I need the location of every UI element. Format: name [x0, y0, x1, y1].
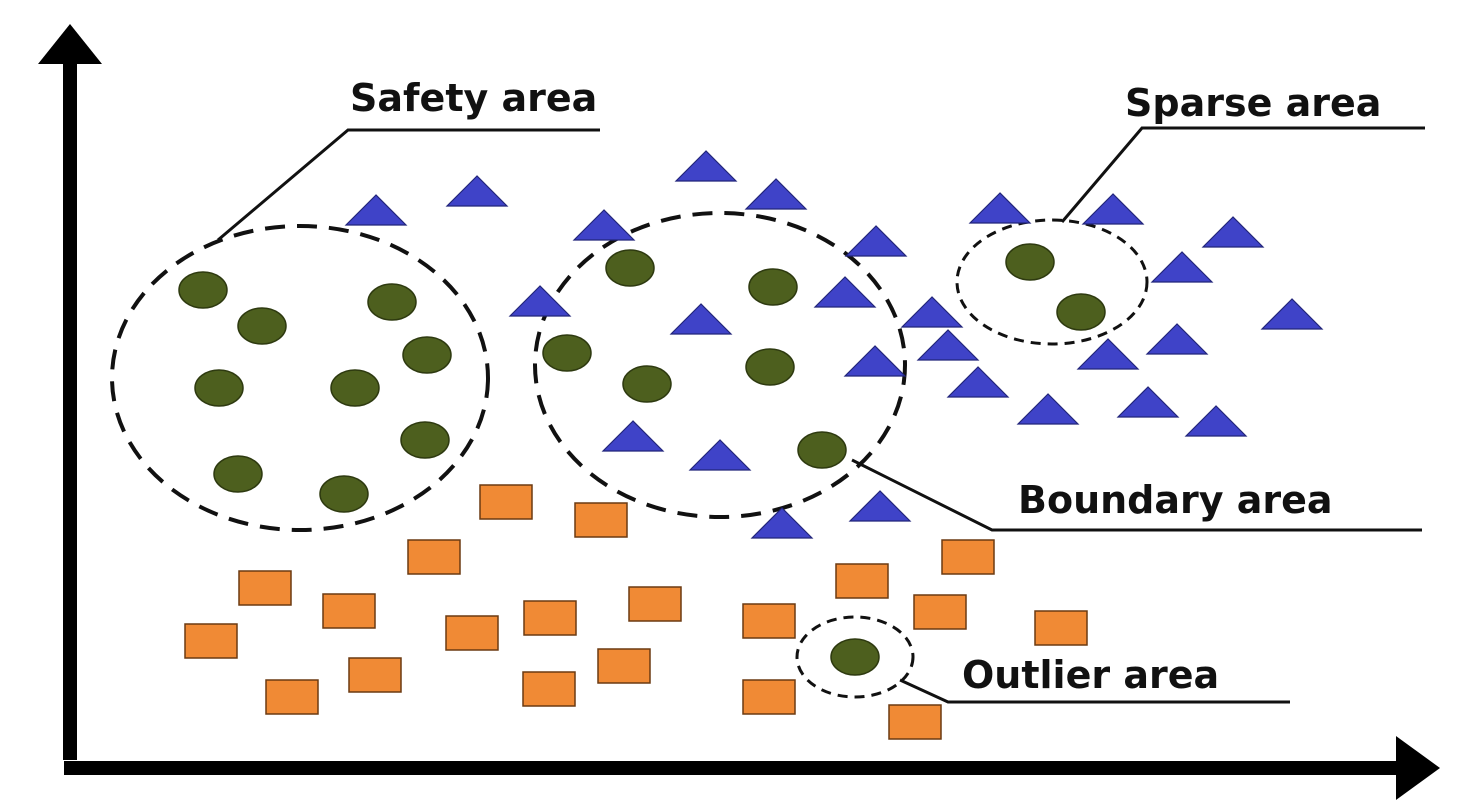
blue-triangle-points: [344, 150, 1324, 539]
blue-triangle-point: [1116, 386, 1180, 418]
blue-triangle-point: [843, 345, 907, 377]
green-circle-point: [213, 455, 263, 493]
blue-triangle-point: [946, 366, 1010, 398]
blue-triangle-point: [508, 285, 572, 317]
green-circle-point: [330, 369, 380, 407]
orange-square-point: [835, 563, 889, 599]
orange-square-point: [184, 623, 238, 659]
blue-triangle-point: [1016, 393, 1080, 425]
orange-square-point: [322, 593, 376, 629]
green-circle-point: [1005, 243, 1055, 281]
green-circle-point: [748, 268, 798, 306]
sparse-area-region: [955, 218, 1149, 346]
area-labels: Safety area Sparse area Boundary area Ou…: [350, 76, 1381, 697]
outlier-area-region: [795, 615, 915, 699]
blue-triangle-point: [445, 175, 509, 207]
green-circle-point: [622, 365, 672, 403]
green-circle-point: [745, 348, 795, 386]
sparse-area-label: Sparse area: [1125, 81, 1381, 125]
orange-square-point: [523, 600, 577, 636]
green-circle-point: [367, 283, 417, 321]
sparse-leader: [1060, 126, 1425, 223]
orange-square-point: [597, 648, 651, 684]
blue-triangle-point: [572, 209, 636, 241]
orange-square-point: [348, 657, 402, 693]
blue-triangle-point: [344, 194, 408, 226]
blue-triangle-point: [1150, 251, 1214, 283]
safety-area-label: Safety area: [350, 76, 597, 120]
blue-triangle-point: [813, 276, 877, 308]
green-circle-point: [178, 271, 228, 309]
green-circle-point: [1056, 293, 1106, 331]
green-circle-point: [400, 421, 450, 459]
blue-triangle-point: [1081, 193, 1145, 225]
orange-square-point: [913, 594, 967, 630]
orange-square-point: [888, 704, 942, 740]
blue-triangle-point: [1076, 338, 1140, 370]
outlier-area-label: Outlier area: [962, 653, 1219, 697]
orange-square-point: [238, 570, 292, 606]
orange-square-point: [742, 679, 796, 715]
blue-triangle-point: [744, 178, 808, 210]
orange-square-point: [628, 586, 682, 622]
orange-square-point: [445, 615, 499, 651]
blue-triangle-point: [968, 192, 1032, 224]
blue-triangle-point: [688, 439, 752, 471]
leader-lines: [217, 126, 1425, 704]
blue-triangle-point: [1201, 216, 1265, 248]
orange-square-point: [941, 539, 995, 575]
green-circle-point: [605, 249, 655, 287]
safety-leader: [217, 128, 600, 242]
safety-area-region: [110, 224, 490, 532]
orange-square-point: [574, 502, 628, 538]
green-circle-point: [797, 431, 847, 469]
blue-triangle-point: [1184, 405, 1248, 437]
orange-square-point: [1034, 610, 1088, 646]
axes: [38, 24, 1440, 800]
green-circle-point: [402, 336, 452, 374]
outlier-leader: [899, 678, 1290, 704]
blue-triangle-point: [900, 296, 964, 328]
orange-square-points: [184, 484, 1088, 740]
y-axis-arrowhead: [38, 24, 102, 64]
x-axis-arrowhead: [1396, 736, 1440, 800]
orange-square-point: [479, 484, 533, 520]
blue-triangle-point: [844, 225, 908, 257]
green-circle-point: [542, 334, 592, 372]
green-circle-point: [830, 638, 880, 676]
orange-square-point: [522, 671, 576, 707]
green-circle-point: [237, 307, 287, 345]
orange-square-point: [742, 603, 796, 639]
blue-triangle-point: [1145, 323, 1209, 355]
blue-triangle-point: [674, 150, 738, 182]
boundary-area-region: [533, 211, 907, 519]
blue-triangle-point: [601, 420, 665, 452]
green-circle-point: [194, 369, 244, 407]
green-circle-point: [319, 475, 369, 513]
blue-triangle-point: [1260, 298, 1324, 330]
blue-triangle-point: [750, 507, 814, 539]
region-outlines: [110, 211, 1149, 699]
green-circle-points: [178, 243, 1106, 676]
blue-triangle-point: [848, 490, 912, 522]
boundary-leader: [851, 458, 1422, 532]
blue-triangle-point: [916, 329, 980, 361]
blue-triangle-point: [669, 303, 733, 335]
orange-square-point: [265, 679, 319, 715]
boundary-area-label: Boundary area: [1018, 478, 1333, 522]
orange-square-point: [407, 539, 461, 575]
